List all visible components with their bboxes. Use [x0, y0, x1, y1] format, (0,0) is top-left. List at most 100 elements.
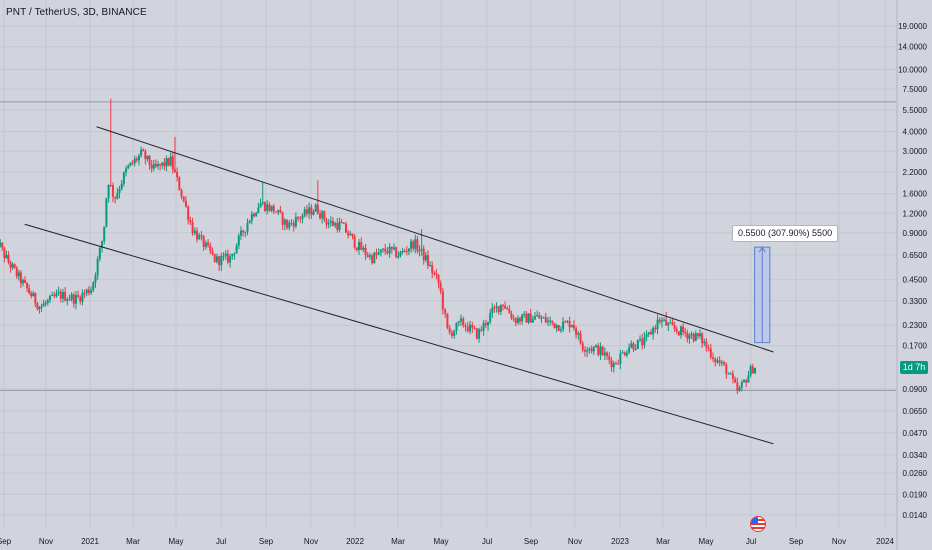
candle-down: [426, 255, 429, 266]
candle-down: [178, 177, 181, 191]
x-tick-label: 2024: [876, 537, 894, 546]
candle-up: [469, 324, 472, 332]
candle-down: [448, 327, 451, 333]
y-tick-label: 14.0000: [898, 43, 927, 52]
candle-up: [459, 318, 462, 322]
candle-up: [499, 304, 502, 312]
candle-up: [303, 209, 306, 216]
candle-down: [390, 246, 393, 250]
candle-up: [250, 213, 253, 221]
candle-up: [237, 235, 240, 246]
candle-down: [336, 223, 339, 230]
candle-up: [193, 230, 196, 234]
candle-down: [386, 251, 389, 254]
candle-up: [652, 327, 655, 335]
candle-down: [395, 247, 398, 258]
candle-down: [72, 294, 75, 304]
candle-up: [603, 352, 606, 356]
candle-up: [663, 319, 666, 321]
candle-down: [325, 219, 328, 225]
candle-down: [13, 264, 16, 268]
candle-up: [231, 253, 234, 257]
candle-down: [131, 162, 134, 164]
candle-down: [525, 313, 528, 323]
candle-up: [495, 306, 498, 308]
candle-up: [321, 211, 324, 219]
candle-up: [410, 241, 413, 249]
candle-down: [226, 253, 229, 263]
x-tick-label: Sep: [524, 537, 539, 546]
candle-up: [259, 203, 262, 208]
candle-up: [362, 247, 365, 250]
candle-down: [200, 235, 203, 237]
candle-down: [184, 200, 187, 207]
candle-up: [742, 380, 745, 383]
candle-up: [592, 346, 595, 352]
candle-up: [628, 347, 631, 353]
candle-down: [305, 209, 308, 214]
candle-up: [127, 165, 130, 169]
candle-down: [705, 341, 708, 348]
candle-up: [424, 255, 427, 261]
candle-down: [173, 169, 176, 172]
candle-up: [21, 280, 24, 284]
candle-down: [187, 206, 190, 221]
candle-down: [473, 327, 476, 329]
candle-up: [679, 326, 682, 336]
candle-down: [610, 360, 613, 368]
candle-down: [87, 289, 90, 294]
candle-up: [457, 321, 460, 323]
candle-up: [44, 302, 47, 304]
candle-up: [523, 313, 526, 315]
candle-down: [673, 325, 676, 329]
candle-down: [677, 331, 680, 336]
us-flag-icon[interactable]: [750, 516, 766, 532]
candle-down: [731, 373, 734, 379]
y-tick-label: 0.0470: [903, 429, 928, 438]
candle-down: [279, 210, 282, 213]
candle-up: [125, 168, 128, 173]
candle-up: [536, 315, 539, 317]
candle-up: [96, 258, 99, 276]
candle-up: [122, 172, 125, 184]
candle-down: [606, 352, 609, 357]
candle-up: [716, 360, 719, 363]
candle-up: [327, 222, 330, 225]
candle-up: [101, 241, 104, 248]
candle-up: [215, 256, 218, 262]
candle-down: [360, 242, 363, 250]
y-tick-label: 10.0000: [898, 66, 927, 75]
candle-down: [581, 343, 584, 350]
candle-up: [388, 246, 391, 254]
candle-down: [480, 329, 483, 331]
candle-up: [660, 320, 663, 323]
y-tick-label: 0.0260: [903, 469, 928, 478]
candle-up: [157, 164, 160, 167]
candle-down: [53, 294, 56, 297]
y-tick-label: 0.2300: [903, 321, 928, 330]
y-tick-label: 5.5000: [903, 106, 928, 115]
candle-down: [79, 296, 82, 302]
candle-up: [98, 247, 101, 259]
y-tick-label: 0.0900: [903, 385, 928, 394]
candle-down: [538, 315, 541, 319]
x-tick-label: Mar: [656, 537, 670, 546]
candle-down: [26, 282, 29, 289]
candle-up: [747, 375, 750, 383]
candle-down: [665, 319, 668, 326]
candle-down: [7, 255, 10, 263]
candle-up: [120, 183, 123, 189]
candle-down: [353, 235, 356, 248]
candle-up: [38, 307, 41, 310]
candle-up: [690, 333, 693, 336]
candle-down: [355, 247, 358, 250]
candle-up: [630, 343, 633, 348]
candle-down: [464, 325, 467, 327]
y-tick-label: 0.1700: [903, 342, 928, 351]
candle-up: [720, 362, 723, 364]
candle-down: [484, 323, 487, 326]
countdown-price-tag: 1d 7h: [900, 361, 928, 374]
candle-down: [632, 343, 635, 350]
